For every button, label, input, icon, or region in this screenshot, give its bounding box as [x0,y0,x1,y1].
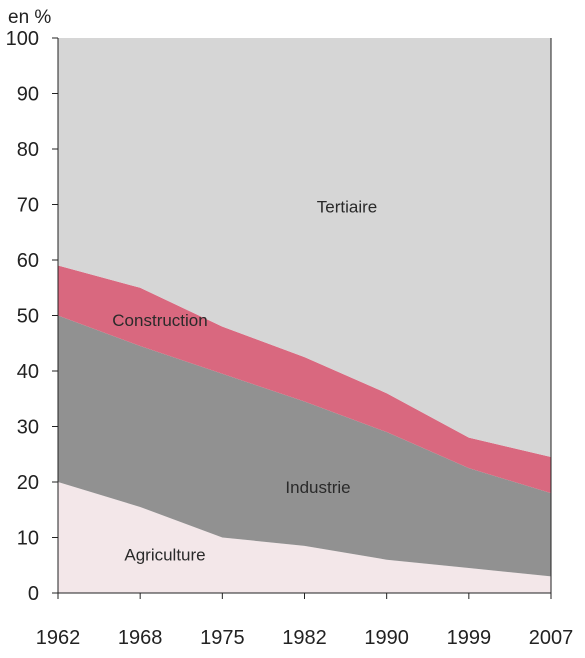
y-tick-label: 80 [17,139,39,161]
y-tick-label: 100 [6,28,39,50]
area-labels: Agriculture Industrie Construction Tertiair… [112,198,377,565]
x-ticks: 1962 1968 1975 1982 1990 1999 2007 [36,593,574,649]
y-tick-label: 50 [17,306,39,328]
x-tick-label: 1982 [282,627,327,649]
x-tick-label: 2007 [529,627,574,649]
y-tick-label: 30 [17,417,39,439]
x-tick-label: 1968 [118,627,163,649]
area-industrie [58,315,551,577]
y-ticks: 0 10 20 30 40 50 60 70 80 90 100 [6,28,58,605]
area-label-agriculture: Agriculture [124,546,205,565]
x-tick-label: 1990 [364,627,409,649]
y-tick-label: 40 [17,361,39,383]
y-tick-label: 60 [17,250,39,272]
area-label-industrie: Industrie [285,478,350,497]
x-tick-label: 1975 [200,627,245,649]
area-construction [58,265,551,494]
y-tick-label: 70 [17,195,39,217]
area-label-tertiaire: Tertiaire [317,198,377,217]
y-tick-label: 20 [17,472,39,494]
y-tick-label: 10 [17,528,39,550]
x-tick-label: 1962 [36,627,81,649]
area-label-construction: Construction [112,311,207,330]
area-layers [58,38,551,593]
area-agriculture [58,482,551,593]
y-tick-label: 0 [28,583,39,605]
y-axis-unit-label: en % [8,7,51,28]
x-tick-label: 1999 [447,627,492,649]
area-tertiaire [58,38,551,458]
y-tick-label: 90 [17,84,39,106]
